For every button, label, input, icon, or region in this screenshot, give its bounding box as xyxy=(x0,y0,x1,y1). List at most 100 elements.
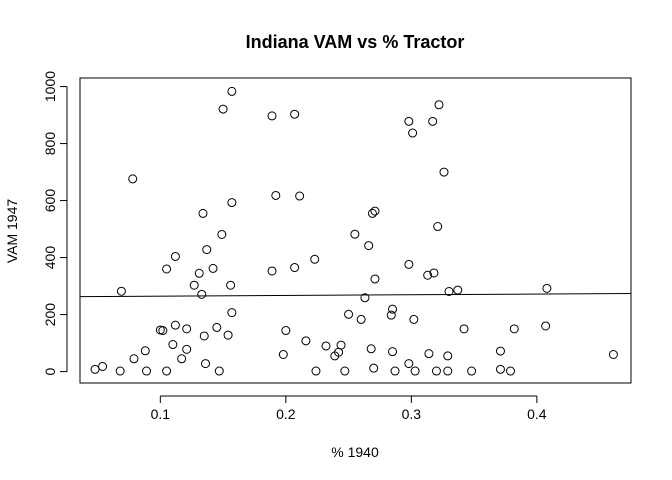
y-tick-label: 600 xyxy=(42,189,58,213)
data-point xyxy=(168,340,178,350)
data-point xyxy=(202,245,212,255)
data-point xyxy=(390,366,400,376)
data-point xyxy=(98,361,108,371)
data-point xyxy=(115,366,125,376)
data-point xyxy=(227,198,237,208)
data-point xyxy=(197,289,207,299)
data-point xyxy=(423,270,433,280)
data-point xyxy=(182,344,192,354)
data-point xyxy=(453,285,463,295)
data-point xyxy=(310,254,320,264)
data-point xyxy=(424,349,434,359)
data-point xyxy=(404,359,414,369)
y-tick-label: 0 xyxy=(42,367,58,375)
data-point xyxy=(428,116,438,126)
data-point xyxy=(290,109,300,119)
data-point xyxy=(386,310,396,320)
data-point xyxy=(429,268,439,278)
data-point xyxy=(162,264,172,274)
data-point xyxy=(182,324,192,334)
data-point xyxy=(214,366,224,376)
data-point xyxy=(116,286,126,296)
data-point xyxy=(388,347,398,357)
data-point xyxy=(356,314,366,324)
data-point xyxy=(295,191,305,201)
y-axis-label: VAM 1947 xyxy=(4,199,20,264)
data-point xyxy=(340,366,350,376)
data-point xyxy=(509,324,519,334)
points-layer xyxy=(90,86,618,376)
data-point xyxy=(439,167,449,177)
data-point xyxy=(212,322,222,332)
trend-line xyxy=(79,292,632,298)
data-point xyxy=(218,104,228,114)
data-point xyxy=(226,280,236,290)
data-point xyxy=(404,259,414,269)
data-point xyxy=(467,366,477,376)
data-point xyxy=(267,266,277,276)
y-tick-label: 1000 xyxy=(42,71,58,102)
data-point xyxy=(201,359,211,369)
y-tick-label: 200 xyxy=(42,303,58,327)
data-point xyxy=(344,309,354,319)
data-point xyxy=(199,331,209,341)
x-tick-label: 0.2 xyxy=(276,406,296,422)
data-point xyxy=(170,251,180,261)
data-point xyxy=(434,100,444,110)
data-point xyxy=(506,366,516,376)
data-point xyxy=(409,314,419,324)
x-tick-label: 0.3 xyxy=(402,406,422,422)
data-point xyxy=(267,111,277,121)
data-point xyxy=(208,263,218,273)
data-point xyxy=(369,363,379,373)
data-point xyxy=(281,326,291,336)
data-point xyxy=(321,341,331,351)
data-point xyxy=(388,304,398,314)
data-point xyxy=(189,280,199,290)
data-point xyxy=(278,349,288,359)
data-point xyxy=(541,321,551,331)
data-point xyxy=(227,86,237,96)
data-point xyxy=(444,287,454,296)
data-point xyxy=(542,283,552,293)
y-axis: 0 200 400 600 800 1000 xyxy=(42,71,68,375)
data-point xyxy=(459,324,469,334)
x-tick-label: 0.1 xyxy=(151,406,171,422)
data-point xyxy=(334,347,344,357)
data-point xyxy=(360,293,370,303)
data-point xyxy=(433,222,443,232)
data-point xyxy=(495,364,505,374)
y-tick-label: 400 xyxy=(42,246,58,270)
x-axis-label: % 1940 xyxy=(331,444,379,460)
data-point xyxy=(271,190,281,200)
data-point xyxy=(608,349,618,359)
data-point xyxy=(170,320,180,330)
data-point xyxy=(198,208,208,218)
data-point xyxy=(367,208,377,218)
data-point xyxy=(227,308,237,318)
data-point xyxy=(223,330,233,340)
y-tick-label: 800 xyxy=(42,132,58,156)
chart-title: Indiana VAM vs % Tractor xyxy=(246,32,465,52)
data-point xyxy=(370,274,380,284)
data-point xyxy=(408,128,418,138)
data-point xyxy=(443,351,453,361)
data-point xyxy=(142,366,152,376)
data-point xyxy=(158,326,168,336)
data-point xyxy=(301,336,311,346)
data-point xyxy=(366,344,376,354)
data-point xyxy=(129,354,139,364)
data-point xyxy=(177,354,187,364)
data-point xyxy=(311,366,321,376)
data-point xyxy=(217,229,227,239)
plot-frame xyxy=(79,77,632,384)
data-point xyxy=(364,241,374,251)
data-point xyxy=(370,206,380,216)
data-point xyxy=(443,366,453,376)
x-axis: 0.1 0.2 0.3 0.4 xyxy=(151,395,547,422)
data-point xyxy=(431,366,441,376)
x-tick-label: 0.4 xyxy=(527,406,547,422)
data-point xyxy=(194,268,204,278)
trend-line-layer xyxy=(79,292,632,298)
